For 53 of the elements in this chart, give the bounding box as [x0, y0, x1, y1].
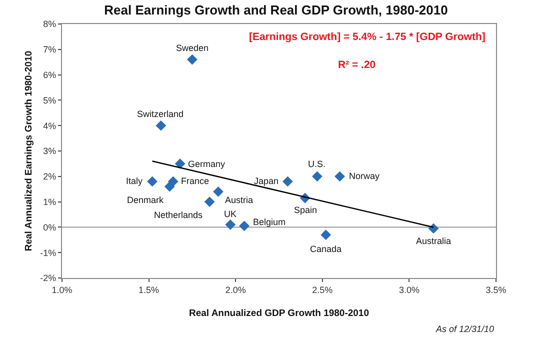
annotation: UK [224, 209, 237, 219]
point [187, 54, 198, 65]
y-tick-label: -1% [40, 248, 56, 258]
x-tick-label: 1.0% [52, 284, 72, 295]
annotation: Switzerland [137, 109, 184, 119]
point [239, 220, 250, 232]
y-axis-title: Real Annualized Earnings Growth 1980-2010 [23, 50, 34, 252]
annotation: R² = .20 [338, 59, 376, 71]
point [147, 176, 158, 187]
x-axis-title: Real Annualized GDP Growth 1980-2010 [188, 308, 370, 319]
point [213, 186, 224, 197]
y-tick-label: 3% [43, 146, 56, 156]
y-tick-label: 7% [43, 44, 56, 55]
point [164, 181, 175, 192]
point [282, 176, 293, 187]
point [334, 171, 345, 182]
annotation: Austria [225, 195, 254, 205]
y-tick-label: 6% [43, 70, 56, 80]
annotation: Sweden [176, 43, 209, 53]
annotation: Germany [188, 159, 226, 169]
x-tick-label: 1.5% [138, 284, 160, 295]
annotation: Canada [310, 244, 342, 254]
annotation: Denmark [127, 195, 164, 205]
x-tick-label: 2.0% [225, 284, 246, 295]
annotation: Belgium [253, 217, 286, 227]
x-tick-label: 3.5% [486, 284, 506, 295]
point [312, 171, 322, 182]
point [428, 223, 439, 234]
x-tick-label: 2.5% [312, 284, 333, 295]
chart-title: Real Earnings Growth and Real GDP Growth, 1980-2010 [104, 2, 448, 18]
y-tick-label: 1% [43, 196, 56, 207]
annotation: U.S. [308, 159, 326, 169]
y-tick-label: 8% [43, 19, 56, 30]
point [225, 219, 236, 230]
annotation: Australia [416, 236, 452, 246]
point [174, 158, 186, 169]
y-tick-label: 0% [43, 222, 56, 232]
annotation: Netherlands [154, 210, 204, 220]
annotation: [Earnings Growth] = 5.4% - 1.75 * [GDP Growth] [249, 31, 486, 43]
point [156, 120, 166, 131]
y-tick-label: -2% [40, 273, 56, 284]
x-tick-label: 3.0% [398, 284, 420, 295]
point [320, 230, 332, 240]
y-tick-label: 2% [43, 172, 56, 182]
annotation: Italy [126, 176, 144, 186]
y-tick-label: 5% [43, 95, 56, 106]
y-tick-label: 4% [43, 120, 56, 131]
point [204, 196, 215, 207]
annotation: Spain [294, 205, 318, 215]
annotation: France [181, 176, 210, 186]
text: As of 12/31/10 [435, 324, 494, 334]
annotation: Japan [254, 176, 279, 186]
annotation: Norway [349, 171, 380, 181]
